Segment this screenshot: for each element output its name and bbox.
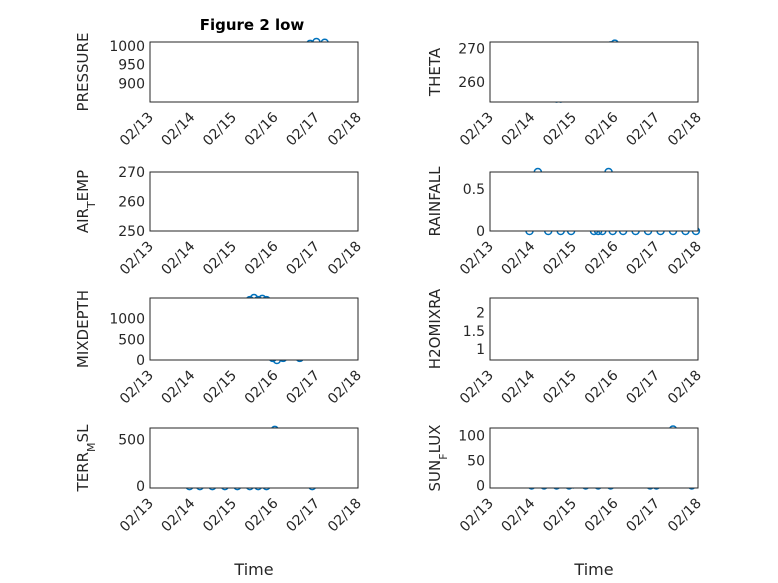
y-tick-label: 0: [136, 479, 145, 495]
axes-frame: [149, 171, 359, 232]
y-tick-label: 900: [118, 76, 145, 92]
subplot-air-temp: 02/13 02/14 02/15 02/16 02/17 02/18250260270A…: [74, 165, 365, 278]
y-tick-label: 260: [118, 195, 145, 211]
y-tick-label: 2: [476, 306, 485, 322]
x-axis-label: Time: [573, 560, 613, 579]
y-axis-label: THETA: [426, 47, 444, 97]
axes-frame: [489, 171, 699, 232]
y-tick-label: 0: [476, 479, 485, 495]
y-axis-label: H2OMIXRA: [426, 288, 444, 369]
y-axis-label: SUNFLUX: [426, 425, 450, 492]
y-axis-label: TERRMSL: [74, 424, 98, 493]
axes-frame: [489, 297, 699, 361]
x-axis-label: Time: [233, 560, 273, 579]
axes-frame: [489, 41, 699, 103]
axes-frame: [149, 41, 359, 103]
subplot-theta: 02/13 02/14 02/15 02/16 02/17 02/18260270THET…: [426, 39, 705, 149]
y-tick-label: 100: [458, 429, 485, 445]
y-tick-label: 0: [476, 224, 485, 240]
subplot-sun-flux: 02/13 02/14 02/15 02/16 02/17 02/18050100SUNF…: [426, 425, 705, 579]
y-tick-label: 270: [118, 165, 145, 181]
y-tick-label: 500: [118, 432, 145, 448]
axes-frame: [489, 427, 699, 489]
y-tick-label: 250: [118, 224, 145, 240]
y-tick-label: 500: [118, 332, 145, 348]
y-tick-label: 1: [476, 342, 485, 358]
figure-title: Figure 2 low: [200, 16, 305, 34]
y-axis-label: MIXDEPTH: [74, 290, 92, 368]
y-axis-label: PRESSURE: [74, 33, 92, 112]
y-axis-label: RAINFALL: [426, 166, 444, 237]
y-tick-label: 260: [458, 75, 485, 91]
axes-frame: [149, 297, 359, 361]
subplot-h2omixra: 02/13 02/14 02/15 02/16 02/17 02/1811.52H2OMI…: [426, 288, 705, 407]
axes-frame: [149, 427, 359, 489]
y-tick-label: 1.5: [463, 324, 485, 340]
y-tick-label: 1000: [109, 39, 145, 55]
y-tick-label: 950: [118, 58, 145, 74]
y-axis-label: AIRTEMP: [74, 170, 98, 233]
y-tick-label: 0.5: [463, 182, 485, 198]
y-tick-label: 50: [467, 454, 485, 470]
y-tick-label: 0: [136, 353, 145, 369]
y-tick-label: 270: [458, 42, 485, 58]
y-tick-label: 1000: [109, 312, 145, 328]
